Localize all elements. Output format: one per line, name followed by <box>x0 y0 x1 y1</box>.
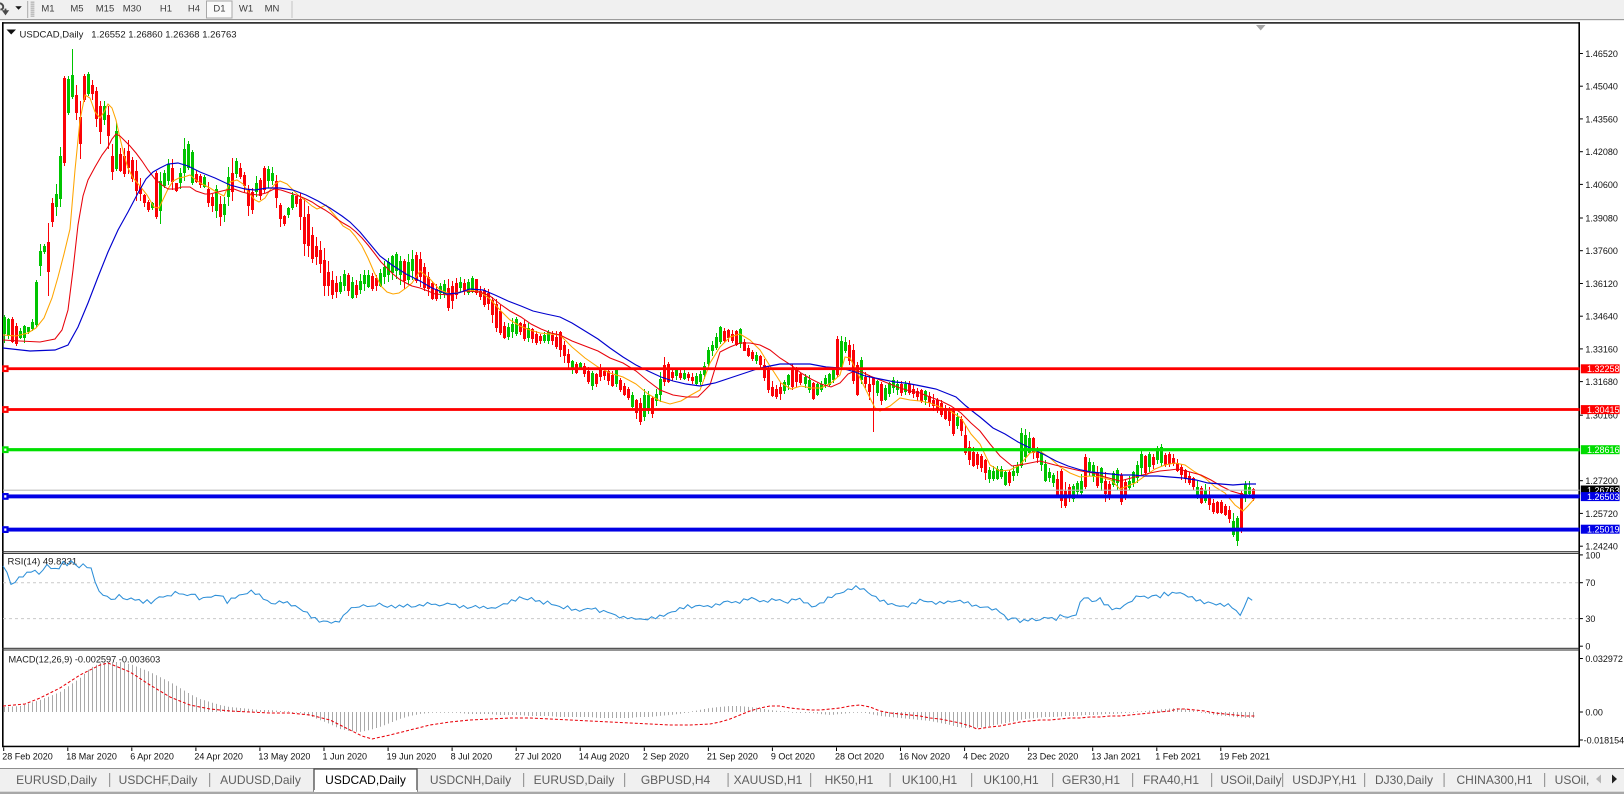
svg-text:13 May 2020: 13 May 2020 <box>258 752 310 762</box>
svg-text:0: 0 <box>1585 642 1590 652</box>
svg-text:H1: H1 <box>160 4 172 15</box>
svg-text:8 Jul 2020: 8 Jul 2020 <box>451 752 493 762</box>
svg-text:28 Feb 2020: 28 Feb 2020 <box>2 752 53 762</box>
svg-text:USOil,: USOil, <box>1555 773 1590 787</box>
svg-text:1.26763: 1.26763 <box>1587 485 1620 495</box>
svg-text:1 Jun 2020: 1 Jun 2020 <box>323 752 368 762</box>
svg-text:1.37600: 1.37600 <box>1585 246 1618 256</box>
svg-text:GBPUSD,H4: GBPUSD,H4 <box>641 773 711 787</box>
svg-text:1.45040: 1.45040 <box>1585 82 1618 92</box>
svg-text:1.34640: 1.34640 <box>1585 312 1618 322</box>
svg-text:1.24240: 1.24240 <box>1585 542 1618 552</box>
svg-text:24 Apr 2020: 24 Apr 2020 <box>194 752 243 762</box>
svg-text:14 Aug 2020: 14 Aug 2020 <box>579 752 630 762</box>
svg-text:30: 30 <box>1585 614 1595 624</box>
svg-text:EURUSD,Daily: EURUSD,Daily <box>16 773 97 787</box>
svg-text:1.28616: 1.28616 <box>1587 445 1620 455</box>
svg-text:1.31680: 1.31680 <box>1585 377 1618 387</box>
svg-text:M15: M15 <box>96 4 114 15</box>
svg-text:H4: H4 <box>188 4 200 15</box>
svg-text:UK100,H1: UK100,H1 <box>902 773 958 787</box>
svg-text:6 Apr 2020: 6 Apr 2020 <box>130 752 174 762</box>
svg-text:1.43560: 1.43560 <box>1585 114 1618 124</box>
svg-text:1 Feb 2021: 1 Feb 2021 <box>1155 752 1201 762</box>
svg-text:1.39080: 1.39080 <box>1585 213 1618 223</box>
svg-text:21 Sep 2020: 21 Sep 2020 <box>707 752 758 762</box>
svg-text:1.46520: 1.46520 <box>1585 49 1618 59</box>
svg-text:W1: W1 <box>239 4 253 15</box>
svg-text:1.25019: 1.25019 <box>1587 525 1620 535</box>
svg-text:13 Jan 2021: 13 Jan 2021 <box>1091 752 1141 762</box>
svg-text:USDJPY,H1: USDJPY,H1 <box>1292 773 1357 787</box>
svg-text:28 Oct 2020: 28 Oct 2020 <box>835 752 884 762</box>
svg-text:16 Nov 2020: 16 Nov 2020 <box>899 752 950 762</box>
svg-text:23 Dec 2020: 23 Dec 2020 <box>1027 752 1078 762</box>
svg-text:1.30415: 1.30415 <box>1587 405 1620 415</box>
svg-text:GER30,H1: GER30,H1 <box>1062 773 1120 787</box>
svg-text:USDCHF,Daily: USDCHF,Daily <box>119 773 198 787</box>
svg-text:USDCNH,Daily: USDCNH,Daily <box>430 773 511 787</box>
svg-text:CHINA300,H1: CHINA300,H1 <box>1456 773 1532 787</box>
svg-text:FRA40,H1: FRA40,H1 <box>1143 773 1199 787</box>
svg-text:D1: D1 <box>213 4 225 15</box>
svg-text:0.032972: 0.032972 <box>1585 654 1623 664</box>
svg-text:EURUSD,Daily: EURUSD,Daily <box>534 773 615 787</box>
svg-text:AUDUSD,Daily: AUDUSD,Daily <box>220 773 301 787</box>
svg-text:1.27200: 1.27200 <box>1585 476 1618 486</box>
svg-text:27 Jul 2020: 27 Jul 2020 <box>515 752 562 762</box>
svg-text:100: 100 <box>1585 550 1600 560</box>
svg-text:1.42080: 1.42080 <box>1585 147 1618 157</box>
svg-text:19 Feb 2021: 19 Feb 2021 <box>1219 752 1270 762</box>
svg-text:-0.018154: -0.018154 <box>1584 735 1624 745</box>
svg-text:MN: MN <box>265 4 280 15</box>
svg-text:1.25720: 1.25720 <box>1585 509 1618 519</box>
svg-text:USDCAD,Daily: USDCAD,Daily <box>325 773 406 787</box>
svg-text:0.00: 0.00 <box>1585 707 1603 717</box>
svg-text:4 Dec 2020: 4 Dec 2020 <box>963 752 1009 762</box>
svg-text:1.26503: 1.26503 <box>1587 492 1620 502</box>
svg-text:2 Sep 2020: 2 Sep 2020 <box>643 752 689 762</box>
svg-text:M1: M1 <box>41 4 54 15</box>
svg-text:M5: M5 <box>70 4 83 15</box>
svg-text:18 Mar 2020: 18 Mar 2020 <box>66 752 117 762</box>
svg-text:XAUUSD,H1: XAUUSD,H1 <box>734 773 803 787</box>
svg-text:RSI(14) 49.8331: RSI(14) 49.8331 <box>8 557 78 568</box>
svg-text:1.40600: 1.40600 <box>1585 180 1618 190</box>
svg-text:1.32258: 1.32258 <box>1587 364 1620 374</box>
svg-text:9 Oct 2020: 9 Oct 2020 <box>771 752 815 762</box>
svg-text:HK50,H1: HK50,H1 <box>825 773 874 787</box>
svg-text:M30: M30 <box>123 4 141 15</box>
svg-text:USOil,Daily: USOil,Daily <box>1220 773 1281 787</box>
svg-text:1.33160: 1.33160 <box>1585 344 1618 354</box>
svg-text:1.30160: 1.30160 <box>1585 411 1618 421</box>
svg-text:19 Jun 2020: 19 Jun 2020 <box>387 752 437 762</box>
svg-text:USDCAD,Daily 1.26552 1.26860: USDCAD,Daily 1.26552 1.26860 1.26368 1.2… <box>20 29 237 40</box>
svg-text:UK100,H1: UK100,H1 <box>983 773 1039 787</box>
svg-text:DJ30,Daily: DJ30,Daily <box>1375 773 1433 787</box>
svg-text:70: 70 <box>1585 578 1595 588</box>
svg-text:MACD(12,26,9) -0.002597 -0.003: MACD(12,26,9) -0.002597 -0.003603 <box>9 654 161 664</box>
svg-text:1.36120: 1.36120 <box>1585 279 1618 289</box>
